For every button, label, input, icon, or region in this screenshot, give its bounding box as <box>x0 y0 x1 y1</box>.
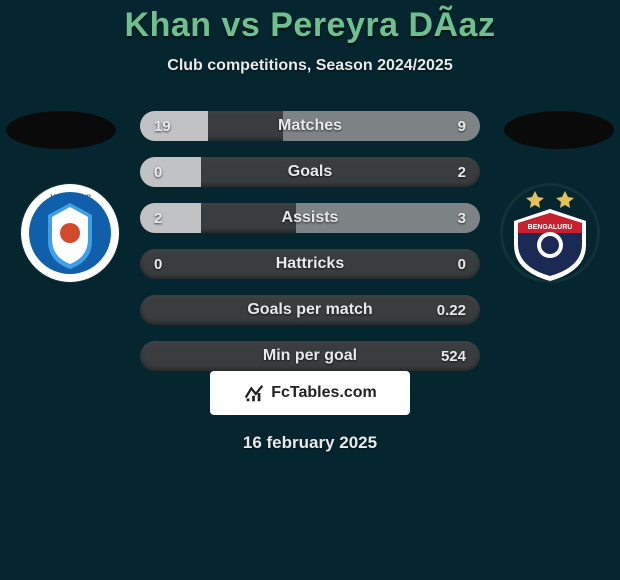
stat-row: Goals02 <box>140 157 480 187</box>
jamshedpur-crest-icon: JAMSHEDPUR <box>20 183 120 283</box>
stat-fill-left <box>140 203 201 233</box>
stat-value-right: 0 <box>458 249 466 279</box>
stat-label: Goals per match <box>140 295 480 325</box>
stat-fill-left <box>140 111 208 141</box>
svg-text:BENGALURU: BENGALURU <box>528 224 573 231</box>
stat-fill-right <box>296 203 480 233</box>
stat-value-right: 0.22 <box>437 295 466 325</box>
right-player-marker <box>504 111 614 149</box>
left-team-crest: JAMSHEDPUR <box>20 183 120 283</box>
stat-row: Min per goal524 <box>140 341 480 371</box>
stat-label: Hattricks <box>140 249 480 279</box>
stat-row: Goals per match0.22 <box>140 295 480 325</box>
stat-row: Assists23 <box>140 203 480 233</box>
page-title: Khan vs Pereyra DÃ­az <box>0 0 620 45</box>
bengaluru-crest-icon: BENGALURU <box>500 183 600 283</box>
right-team-crest: BENGALURU <box>500 183 600 283</box>
stat-value-left: 0 <box>154 249 162 279</box>
stat-row: Hattricks0 0 <box>140 249 480 279</box>
stat-fill-left <box>140 157 201 187</box>
stat-fill-right <box>283 111 480 141</box>
stat-value-right: 524 <box>441 341 466 371</box>
stat-value-right: 2 <box>458 157 466 187</box>
svg-text:JAMSHEDPUR: JAMSHEDPUR <box>49 195 92 201</box>
stat-row: Matches199 <box>140 111 480 141</box>
stat-label: Min per goal <box>140 341 480 371</box>
subtitle: Club competitions, Season 2024/2025 <box>0 57 620 75</box>
date-text: 16 february 2025 <box>0 433 620 453</box>
left-player-marker <box>6 111 116 149</box>
stat-bars: Matches199 Goals02 Assists23 Hattricks0 0 Goa… <box>140 111 480 387</box>
